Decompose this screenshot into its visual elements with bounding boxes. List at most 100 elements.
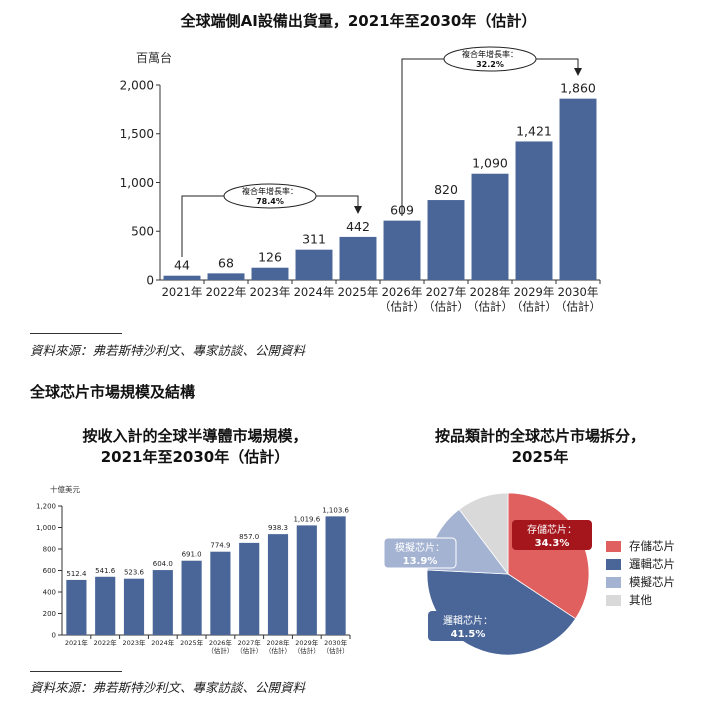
legend-swatch: [606, 576, 621, 588]
legend-item-analog: 模擬芯片: [606, 573, 675, 591]
source1-rule: [30, 333, 122, 334]
bar-value-label: 442: [346, 219, 370, 234]
bar-value-label: 774.9: [210, 542, 230, 550]
bar-value-label: 604.0: [153, 560, 173, 568]
chart2-title-line1: 按收入計的全球半導體市場規模，: [82, 427, 308, 445]
chart3-title-line1: 按品類計的全球芯片市場拆分，: [434, 427, 645, 445]
y-tick-label: 200: [43, 610, 56, 618]
bar-value-label: 820: [434, 182, 458, 197]
x-tick-label: 2028年: [266, 638, 290, 647]
bar-value-label: 523.6: [124, 569, 145, 577]
bar-value-label: 1,103.6: [322, 506, 349, 514]
bar-value-label: 938.3: [268, 524, 288, 532]
y-tick-label: 500: [131, 225, 154, 239]
x-tick-note: （估計）: [265, 646, 291, 655]
x-tick-label: 2026年: [209, 638, 233, 647]
y-tick-label: 1,200: [36, 503, 56, 511]
x-tick-label: 2023年: [250, 285, 291, 299]
y-tick-label: 400: [43, 589, 56, 597]
cagr-label: 複合年增長率：: [242, 186, 298, 196]
bar-value-label: 1,090: [472, 156, 508, 171]
legend-label: 其他: [629, 593, 652, 607]
y-axis-label: 百萬台: [136, 50, 172, 65]
bar-value-label: 1,860: [560, 81, 596, 96]
bar: [515, 141, 553, 280]
cagr-bubble: [223, 183, 317, 209]
bar: [66, 579, 87, 635]
legend-item-memory: 存儲芯片: [606, 537, 675, 555]
bar: [163, 275, 201, 280]
x-tick-label: 2024年: [151, 638, 175, 647]
y-tick-label: 0: [146, 273, 154, 287]
cagr-bubble: [443, 46, 537, 72]
x-tick-note: （估計）: [555, 299, 601, 313]
bar-value-label: 311: [302, 232, 326, 247]
y-tick-label: 2,000: [120, 78, 154, 92]
bar: [383, 220, 421, 280]
bar: [267, 534, 289, 635]
bar: [471, 173, 509, 280]
legend-label: 邏輯芯片: [629, 557, 675, 571]
y-tick-label: 800: [43, 546, 56, 554]
legend-swatch: [606, 540, 621, 552]
legend-swatch: [606, 558, 621, 570]
x-tick-label: 2030年: [558, 285, 599, 299]
source2-text: 資料來源：弗若斯特沙利文、專家訪談、公開資料: [30, 680, 306, 695]
x-tick-note: （估計）: [423, 299, 469, 313]
bar: [251, 267, 289, 280]
legend-label: 存儲芯片: [629, 539, 675, 553]
x-tick-label: 2024年: [294, 285, 335, 299]
legend-label: 模擬芯片: [629, 575, 675, 589]
x-tick-label: 2025年: [338, 285, 379, 299]
pie-callout-box: [428, 611, 508, 641]
bar-value-label: 512.4: [66, 570, 87, 578]
pie-callout-box: [383, 537, 457, 569]
chart2-plot: 十億美元 0 200 400 600 800 1,000 1,200 512.4 2021年 541…: [36, 484, 351, 655]
legend-item-other: 其他: [606, 591, 675, 609]
pie-slice: [458, 492, 509, 576]
x-tick-label: 2022年: [206, 285, 247, 299]
bar-value-label: 68: [218, 255, 234, 270]
chart3-title-line2: 2025年: [511, 448, 569, 466]
bar-value-label: 1,019.6: [293, 515, 320, 523]
x-tick-note: （估計）: [207, 646, 233, 655]
pie-callout-value: 34.3%: [535, 538, 570, 549]
pie-callout-value: 13.9%: [403, 556, 438, 567]
bar: [296, 525, 317, 635]
bar: [207, 273, 245, 280]
x-tick-label: 2022年: [94, 638, 118, 647]
section-heading: 全球芯片市場規模及結構: [30, 383, 196, 401]
pie-callout-label: 邏輯芯片：: [443, 614, 493, 627]
chart3-legend: 存儲芯片 邏輯芯片 模擬芯片 其他: [606, 537, 675, 609]
x-tick-label: 2028年: [470, 285, 511, 299]
bar: [123, 578, 145, 635]
y-tick-label: 1,500: [120, 127, 154, 141]
x-tick-note: （估計）: [511, 299, 557, 313]
y-tick-label: 600: [43, 567, 56, 575]
x-tick-label: 2030年: [324, 638, 348, 647]
chart1-plot: 百萬台 0 500 1,000 1,500 2,000 44 2021年 68 2022年 126 2…: [120, 46, 601, 313]
bar: [559, 98, 597, 281]
x-tick-label: 2029年: [295, 638, 319, 647]
x-tick-note: （估計）: [236, 646, 262, 655]
bar: [95, 576, 116, 635]
x-tick-label: 2029年: [514, 285, 555, 299]
bar-value-label: 691.0: [182, 551, 202, 559]
x-tick-label: 2025年: [180, 638, 204, 647]
pie-callout-label: 存儲芯片：: [527, 523, 577, 536]
y-tick-label: 1,000: [36, 524, 56, 532]
x-tick-label: 2027年: [238, 638, 262, 647]
bar-value-label: 1,421: [516, 123, 552, 138]
bar: [181, 560, 202, 635]
bar: [339, 236, 377, 280]
bar: [325, 516, 346, 635]
cagr-arrowhead: [354, 206, 362, 214]
cagr-value: 78.4%: [256, 197, 284, 206]
pie-callout-value: 41.5%: [451, 629, 486, 640]
bar-value-label: 541.6: [95, 567, 116, 575]
y-tick-label: 1,000: [120, 176, 154, 190]
legend-swatch: [606, 594, 621, 606]
x-tick-label: 2021年: [65, 638, 89, 647]
chart2-title-line2: 2021年至2030年（估計）: [100, 448, 290, 466]
y-axis-label: 十億美元: [50, 484, 80, 494]
